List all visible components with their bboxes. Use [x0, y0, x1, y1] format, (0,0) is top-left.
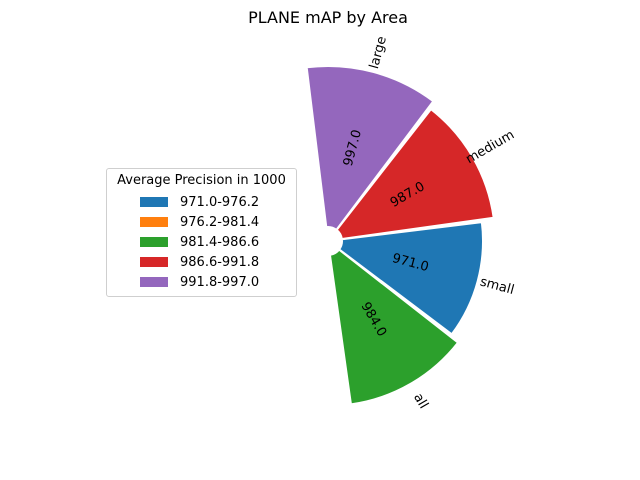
wedge-all — [328, 248, 460, 406]
legend-item: 991.8-997.0 — [140, 274, 259, 290]
legend-label: 976.2-981.4 — [180, 214, 260, 230]
legend-title: Average Precision in 1000 — [117, 173, 286, 188]
chart-title: PLANE mAP by Area — [248, 8, 408, 27]
legend-item: 976.2-981.4 — [140, 214, 259, 230]
legend-swatch — [140, 197, 168, 207]
category-label-small: small — [478, 275, 515, 298]
category-label-large: large — [367, 35, 390, 71]
legend-item: 986.6-991.8 — [140, 254, 259, 270]
legend-label: 971.0-976.2 — [180, 194, 260, 210]
legend-swatch — [140, 237, 168, 247]
wedge-small — [337, 220, 484, 336]
legend-item: 971.0-976.2 — [140, 194, 259, 210]
pie-wedges — [305, 65, 495, 406]
legend: Average Precision in 1000 971.0-976.2 97… — [106, 168, 297, 297]
wedge-large — [305, 65, 435, 232]
legend-item: 981.4-986.6 — [140, 234, 259, 250]
category-label-all: all — [410, 391, 431, 412]
legend-label: 981.4-986.6 — [180, 234, 260, 250]
legend-label: 991.8-997.0 — [180, 274, 260, 290]
legend-swatch — [140, 217, 168, 227]
wedge-medium — [335, 107, 495, 241]
category-label-medium: medium — [463, 127, 517, 167]
legend-swatch — [140, 257, 168, 267]
legend-swatch — [140, 277, 168, 287]
legend-label: 986.6-991.8 — [180, 254, 260, 270]
